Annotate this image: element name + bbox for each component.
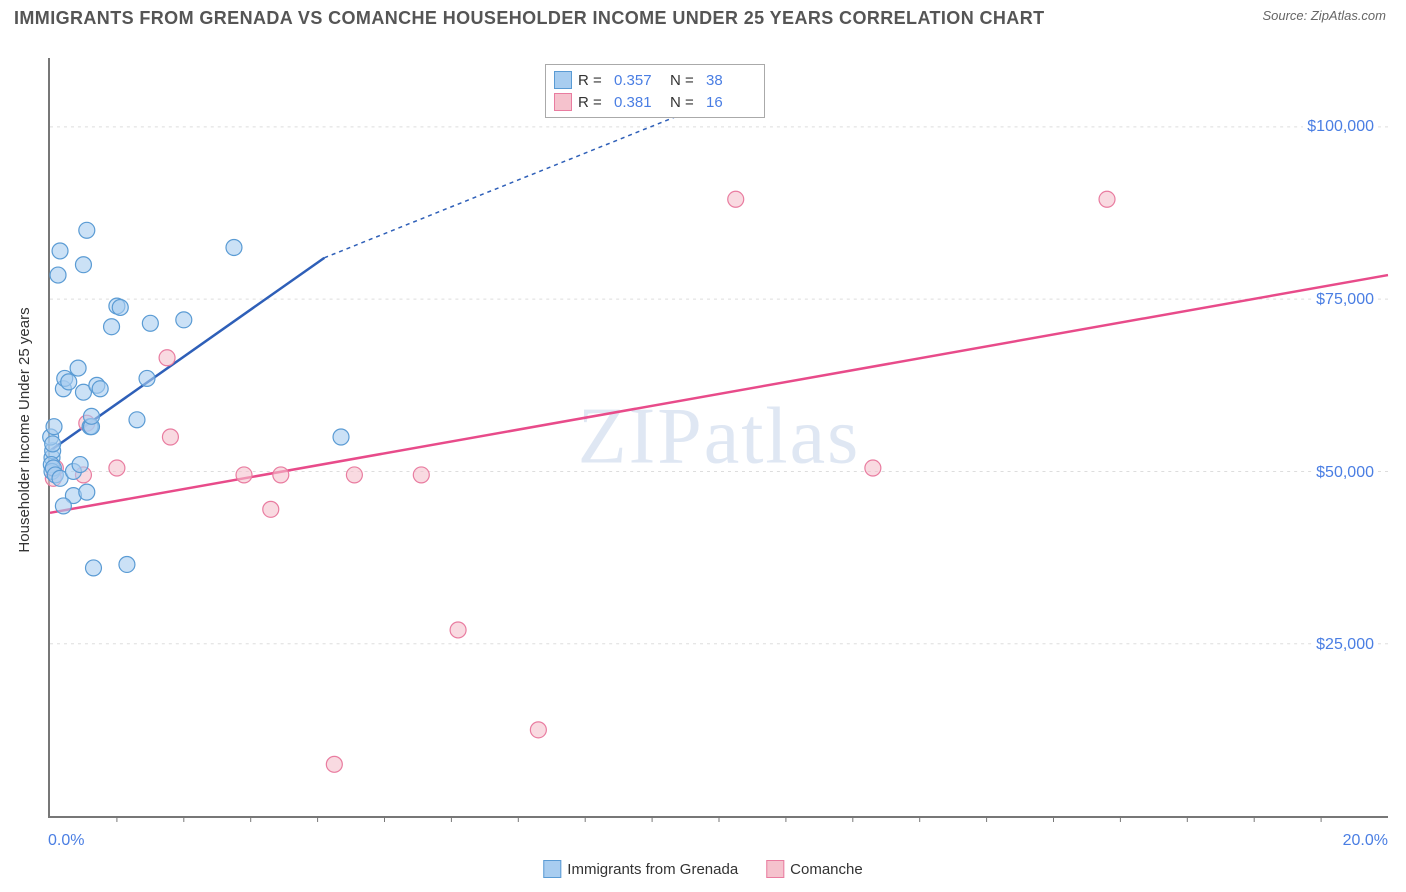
swatch-comanche-icon: [554, 93, 572, 111]
r-label: R =: [578, 72, 608, 89]
data-point[interactable]: [61, 374, 77, 390]
data-point[interactable]: [112, 299, 128, 315]
y-axis-label: Householder Income Under 25 years: [16, 307, 33, 552]
data-point[interactable]: [129, 412, 145, 428]
plot-svg: [50, 58, 1388, 816]
data-point[interactable]: [1099, 191, 1115, 207]
stats-row-comanche: R = 0.381 N = 16: [554, 91, 756, 113]
x-tick-left: 0.0%: [48, 832, 84, 850]
title-bar: IMMIGRANTS FROM GRENADA VS COMANCHE HOUS…: [0, 0, 1406, 33]
legend-item-comanche[interactable]: Comanche: [766, 860, 863, 878]
data-point[interactable]: [326, 756, 342, 772]
data-point[interactable]: [139, 370, 155, 386]
swatch-grenada-icon: [543, 860, 561, 878]
legend-item-grenada[interactable]: Immigrants from Grenada: [543, 860, 738, 878]
data-point[interactable]: [75, 257, 91, 273]
r-value-comanche: 0.381: [614, 94, 664, 111]
n-label: N =: [670, 72, 700, 89]
data-point[interactable]: [85, 560, 101, 576]
data-point[interactable]: [273, 467, 289, 483]
data-point[interactable]: [119, 557, 135, 573]
data-point[interactable]: [176, 312, 192, 328]
y-tick-label: $100,000: [1303, 118, 1378, 136]
plot-area: ZIPatlas $25,000$50,000$75,000$100,000 R…: [48, 58, 1388, 818]
data-point[interactable]: [46, 419, 62, 435]
x-tick-right: 20.0%: [1343, 832, 1388, 850]
legend: Immigrants from Grenada Comanche: [543, 860, 862, 878]
data-point[interactable]: [79, 484, 95, 500]
data-point[interactable]: [83, 408, 99, 424]
y-tick-label: $25,000: [1312, 636, 1378, 654]
data-point[interactable]: [104, 319, 120, 335]
data-point[interactable]: [413, 467, 429, 483]
chart-title: IMMIGRANTS FROM GRENADA VS COMANCHE HOUS…: [14, 8, 1045, 29]
data-point[interactable]: [226, 240, 242, 256]
data-point[interactable]: [142, 315, 158, 331]
data-point[interactable]: [159, 350, 175, 366]
source-label: Source:: [1262, 8, 1310, 23]
n-value-grenada: 38: [706, 72, 756, 89]
y-tick-label: $75,000: [1312, 291, 1378, 309]
data-point[interactable]: [50, 267, 66, 283]
source-link[interactable]: ZipAtlas.com: [1311, 8, 1386, 23]
data-point[interactable]: [92, 381, 108, 397]
data-point[interactable]: [55, 498, 71, 514]
data-point[interactable]: [236, 467, 252, 483]
stats-box: R = 0.357 N = 38 R = 0.381 N = 16: [545, 64, 765, 118]
y-tick-label: $50,000: [1312, 464, 1378, 482]
data-point[interactable]: [346, 467, 362, 483]
data-point[interactable]: [162, 429, 178, 445]
swatch-grenada-icon: [554, 71, 572, 89]
data-point[interactable]: [450, 622, 466, 638]
r-label: R =: [578, 94, 608, 111]
r-value-grenada: 0.357: [614, 72, 664, 89]
data-point[interactable]: [263, 501, 279, 517]
data-point[interactable]: [530, 722, 546, 738]
source-attribution: Source: ZipAtlas.com: [1262, 8, 1386, 23]
data-point[interactable]: [728, 191, 744, 207]
data-point[interactable]: [333, 429, 349, 445]
stats-row-grenada: R = 0.357 N = 38: [554, 69, 756, 91]
data-point[interactable]: [109, 460, 125, 476]
data-point[interactable]: [79, 222, 95, 238]
data-point[interactable]: [70, 360, 86, 376]
n-value-comanche: 16: [706, 94, 756, 111]
data-point[interactable]: [72, 457, 88, 473]
n-label: N =: [670, 94, 700, 111]
data-point[interactable]: [52, 243, 68, 259]
legend-label-grenada: Immigrants from Grenada: [567, 861, 738, 878]
legend-label-comanche: Comanche: [790, 861, 863, 878]
data-point[interactable]: [865, 460, 881, 476]
data-point[interactable]: [45, 436, 61, 452]
swatch-comanche-icon: [766, 860, 784, 878]
